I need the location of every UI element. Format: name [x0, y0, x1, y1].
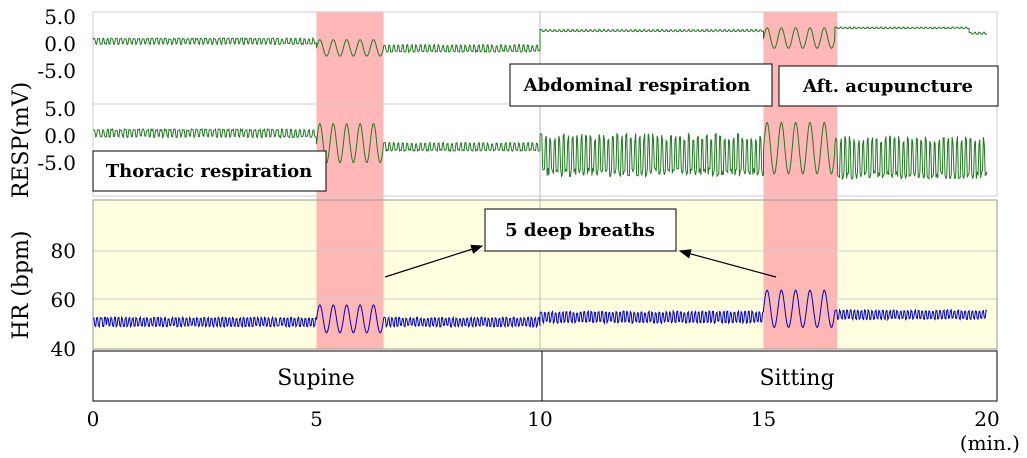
annotation-acupuncture-label: Aft. acupuncture	[802, 76, 973, 97]
phase-bar: Supine Sitting	[92, 350, 998, 402]
hr-axis-title: HR (bpm)	[9, 231, 34, 340]
phase-label-sitting: Sitting	[759, 366, 834, 391]
phase-label-supine: Supine	[277, 366, 355, 391]
arrow-to-second-deep-breaths	[678, 249, 777, 278]
abdominal-ytick-label: -5.0	[37, 59, 76, 83]
x-tick-label: 10	[527, 407, 552, 431]
heart-rate-trace	[92, 289, 988, 334]
signal-traces	[92, 26, 988, 334]
abdominal-trace	[92, 26, 988, 57]
x-tick-labels: 0 5 10 15 20	[87, 407, 1000, 431]
hr-panel-frame	[92, 199, 998, 350]
annotation-thoracic-label: Thoracic respiration	[106, 161, 313, 182]
abdominal-ytick-label: 5.0	[44, 5, 76, 29]
arrow-to-first-deep-breaths	[384, 244, 484, 278]
annotation-deep-breaths-label: 5 deep breaths	[505, 220, 655, 241]
x-tick-label: 15	[751, 407, 776, 431]
annotation-abdominal: Abdominal respiration	[509, 63, 773, 107]
heart-rate-ytick-label: 80	[51, 239, 76, 263]
resp-axis-title: RESP(mV)	[9, 82, 34, 198]
x-tick-label: 0	[87, 407, 100, 431]
thoracic-ytick-label: -5.0	[37, 151, 76, 175]
annotation-thoracic: Thoracic respiration	[92, 150, 327, 192]
phase-bar-frame	[92, 350, 998, 402]
x-tick-label: 5	[310, 407, 323, 431]
x-axis-unit-label: (min.)	[960, 431, 1020, 455]
annotation-acupuncture: Aft. acupuncture	[778, 65, 999, 107]
heart-rate-ytick-label: 60	[51, 288, 76, 312]
annotation-deep-breaths: 5 deep breaths	[484, 208, 677, 252]
thoracic-ytick-label: 0.0	[44, 124, 76, 148]
heart-rate-ytick-label: 40	[51, 337, 76, 361]
thoracic-trace	[92, 121, 988, 181]
y-tick-labels: 5.0 0.0 -5.0 5.0 0.0 -5.0 80 60 40	[37, 5, 76, 361]
annotation-abdominal-label: Abdominal respiration	[523, 75, 751, 96]
thoracic-ytick-label: 5.0	[44, 97, 76, 121]
x-tick-label: 20	[974, 407, 999, 431]
abdominal-ytick-label: 0.0	[44, 32, 76, 56]
deep-breath-band-1	[316, 12, 384, 349]
